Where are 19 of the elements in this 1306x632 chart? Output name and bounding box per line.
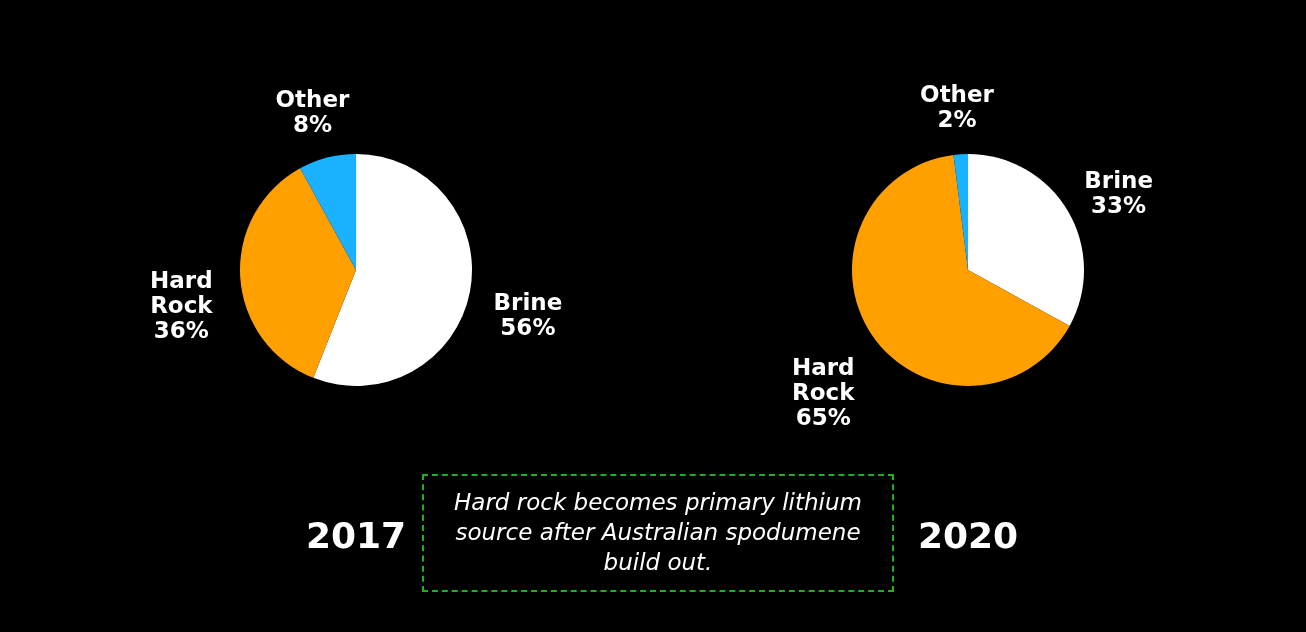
pie-slice <box>300 154 356 270</box>
pie-slice <box>240 168 356 378</box>
slice-label: Other <box>920 81 995 108</box>
pie-slice <box>968 154 1084 326</box>
slice-label: Brine <box>1084 166 1153 193</box>
data-label: 33% <box>1091 191 1147 218</box>
slice-label: Brine <box>493 288 563 315</box>
text: 2017 <box>305 515 407 556</box>
slice-label: Hard Rock <box>791 354 856 406</box>
pie-slice <box>313 154 472 386</box>
slice-label: Hard Rock <box>150 266 214 318</box>
data-label: 36% <box>153 316 209 343</box>
text: 2020 <box>917 515 1019 556</box>
data-label: 65% <box>795 404 851 431</box>
text: Hard rock becomes primary lithium source after Australian spodumene build out. <box>422 474 894 592</box>
data-label: 2% <box>937 106 977 133</box>
data-label: 8% <box>292 111 333 138</box>
slice-label: Other <box>275 86 351 113</box>
data-label: 56% <box>500 313 556 340</box>
